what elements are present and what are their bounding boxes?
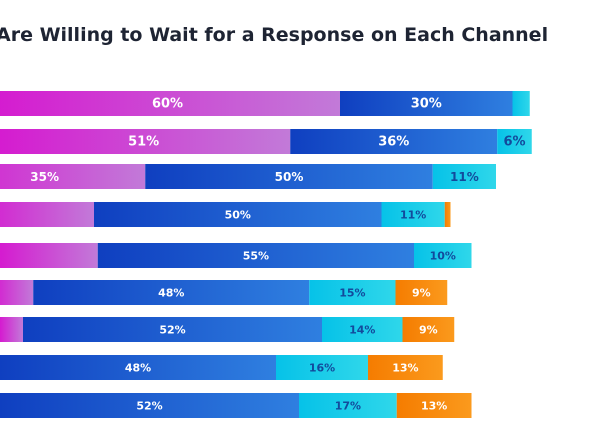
bar-segment-4 [368, 355, 443, 380]
bar-value-label: 10% [430, 250, 456, 263]
bar-segment-4 [395, 280, 448, 305]
bar-row: 35% 50% 11% [0, 164, 496, 189]
bar-segment-3 [432, 164, 496, 189]
bar-row: 48% 16% 13% [0, 355, 443, 380]
bar-segment-2 [33, 280, 310, 305]
bar-segment-3 [497, 129, 532, 154]
bar-value-label: 9% [412, 287, 431, 300]
bar-value-label: 30% [411, 97, 442, 112]
bar-value-label: 11% [400, 209, 426, 222]
bar-segment-2 [145, 164, 433, 189]
bar-segment-1 [0, 280, 34, 305]
bar-segment-1 [0, 91, 340, 116]
bar-segment-3 [381, 202, 445, 227]
bar-segment-2 [290, 129, 498, 154]
bar-segment-4 [444, 202, 451, 227]
bar-value-label: 60% [152, 97, 183, 112]
bar-segment-4 [396, 393, 472, 418]
bar-segment-1 [0, 243, 98, 268]
bar-value-label: 13% [392, 362, 418, 375]
bar-segment-2 [97, 243, 414, 268]
bar-segment-2 [340, 91, 513, 116]
bar-value-label: 17% [335, 400, 361, 413]
bar-value-label: 13% [421, 400, 447, 413]
bar-value-label: 36% [378, 135, 409, 150]
bar-segment-3 [309, 280, 396, 305]
bar-value-label: 15% [339, 287, 365, 300]
bar-row: 52% 17% 13% [0, 393, 472, 418]
bar-value-label: 55% [243, 250, 269, 263]
bar-row: 52% 14% 9% [0, 317, 455, 342]
bar-row: 55% 10% [0, 243, 472, 268]
bar-row: 60% 30% [0, 91, 530, 116]
bar-row: 51% 36% 6% [0, 129, 532, 154]
bar-value-label: 48% [158, 287, 184, 300]
bar-value-label: 48% [125, 362, 151, 375]
bar-value-label: 14% [349, 324, 375, 337]
bar-value-label: 52% [159, 324, 185, 337]
bar-value-label: 51% [128, 135, 159, 150]
bar-value-label: 9% [419, 324, 438, 337]
bar-segment-2 [0, 355, 276, 380]
bar-value-label: 11% [450, 170, 479, 184]
bars-group: 60% 30% 51% 36% 6% 35% 50% 11% 50% 11% 55% 10% 48% 15… [0, 91, 532, 418]
bar-segment-2 [94, 202, 382, 227]
bar-segment-1 [0, 164, 146, 189]
bar-segment-3 [512, 91, 530, 116]
bar-value-label: 50% [275, 170, 304, 184]
bar-segment-3 [276, 355, 368, 380]
bar-segment-3 [414, 243, 472, 268]
bar-row: 50% 11% [0, 202, 451, 227]
chart-title: Are Willing to Wait for a Response on Ea… [0, 24, 548, 46]
bar-segment-2 [0, 393, 299, 418]
bar-value-label: 35% [30, 170, 59, 184]
bar-value-label: 50% [225, 209, 251, 222]
bar-value-label: 6% [503, 135, 525, 150]
bar-segment-1 [0, 202, 94, 227]
bar-value-label: 52% [136, 400, 162, 413]
bar-segment-3 [299, 393, 397, 418]
bar-row: 48% 15% 9% [0, 280, 448, 305]
bar-segment-4 [402, 317, 455, 342]
bar-value-label: 16% [309, 362, 335, 375]
bar-segment-2 [23, 317, 322, 342]
bar-segment-1 [0, 129, 291, 154]
bar-segment-3 [322, 317, 403, 342]
bar-segment-1 [0, 317, 23, 342]
